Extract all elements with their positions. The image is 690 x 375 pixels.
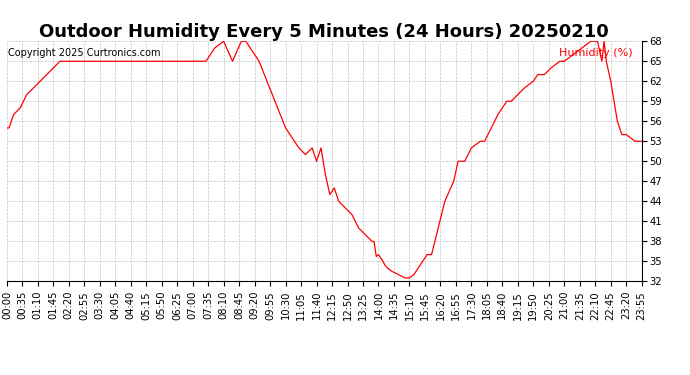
Title: Outdoor Humidity Every 5 Minutes (24 Hours) 20250210: Outdoor Humidity Every 5 Minutes (24 Hou… <box>39 23 609 41</box>
Text: Humidity (%): Humidity (%) <box>558 48 632 58</box>
Text: Copyright 2025 Curtronics.com: Copyright 2025 Curtronics.com <box>8 48 161 58</box>
